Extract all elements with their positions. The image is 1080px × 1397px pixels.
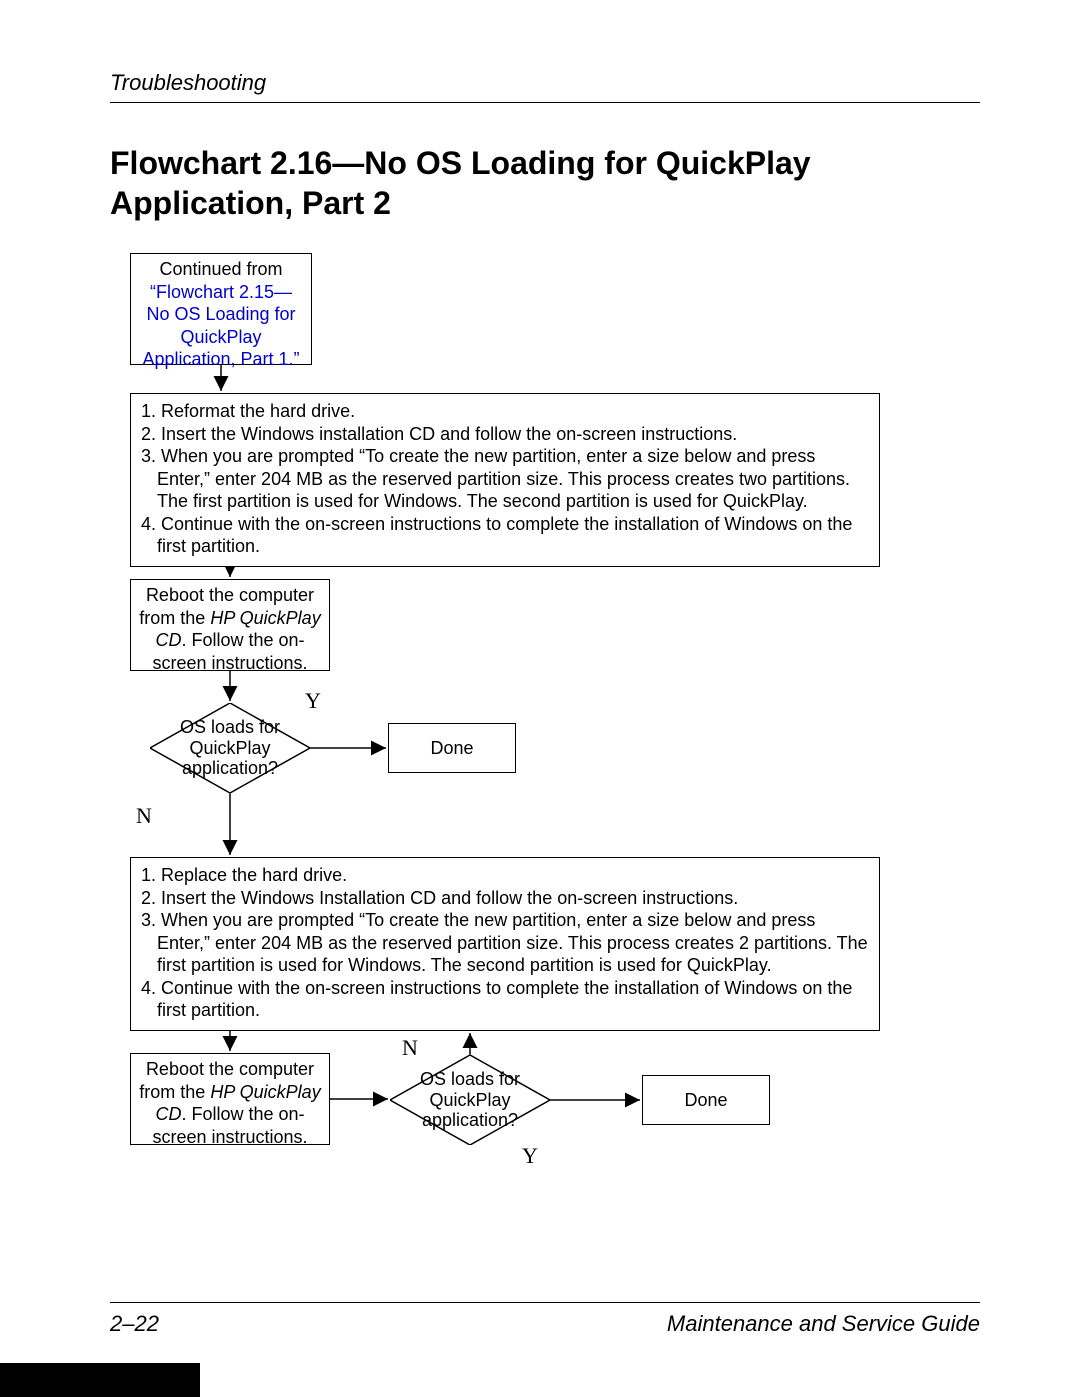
node-done-1: Done <box>388 723 516 773</box>
step-text: When you are prompted “To create the new… <box>157 446 850 511</box>
page-number: 2–22 <box>110 1311 159 1337</box>
page-footer: 2–22 Maintenance and Service Guide <box>110 1302 980 1337</box>
node-continued-from: Continued from “Flowchart 2.15—No OS Loa… <box>130 253 312 365</box>
node-reboot-1: Reboot the computer from the HP QuickPla… <box>130 579 330 671</box>
step-text: Replace the hard drive. <box>161 865 347 885</box>
document-page: Troubleshooting Flowchart 2.16—No OS Loa… <box>0 0 1080 1397</box>
step-text: When you are prompted “To create the new… <box>157 910 868 975</box>
bottom-black-bar <box>0 1363 200 1397</box>
node-reformat-steps: 1. Reformat the hard drive. 2. Insert th… <box>130 393 880 567</box>
step-text: Continue with the on-screen instructions… <box>157 514 852 557</box>
edge-label-n1: N <box>136 803 152 829</box>
step-text: Insert the Windows Installation CD and f… <box>161 888 738 908</box>
edge-label-y1: Y <box>305 688 321 714</box>
step-text: Reformat the hard drive. <box>161 401 355 421</box>
node-replace-steps: 1. Replace the hard drive. 2. Insert the… <box>130 857 880 1031</box>
guide-name: Maintenance and Service Guide <box>667 1311 980 1337</box>
step-text: Continue with the on-screen instructions… <box>157 978 852 1021</box>
page-section-header: Troubleshooting <box>110 70 980 103</box>
flowchart-canvas: Continued from “Flowchart 2.15—No OS Loa… <box>110 253 980 1243</box>
edge-label-y2: Y <box>522 1143 538 1169</box>
node-reboot-2: Reboot the computer from the HP QuickPla… <box>130 1053 330 1145</box>
node-done-2: Done <box>642 1075 770 1125</box>
decision-label: OS loads for QuickPlay application? <box>150 703 310 793</box>
node-continued-prefix: Continued from <box>159 259 282 279</box>
decision-label: OS loads for QuickPlay application? <box>390 1055 550 1145</box>
decision-os-loads-2: OS loads for QuickPlay application? <box>390 1055 550 1145</box>
decision-os-loads-1: OS loads for QuickPlay application? <box>150 703 310 793</box>
flowchart-title: Flowchart 2.16—No OS Loading for QuickPl… <box>110 143 980 223</box>
step-text: Insert the Windows installation CD and f… <box>161 424 737 444</box>
flowchart-crossref-link[interactable]: “Flowchart 2.15—No OS Loading for QuickP… <box>142 282 299 370</box>
edge-label-n2: N <box>402 1035 418 1061</box>
